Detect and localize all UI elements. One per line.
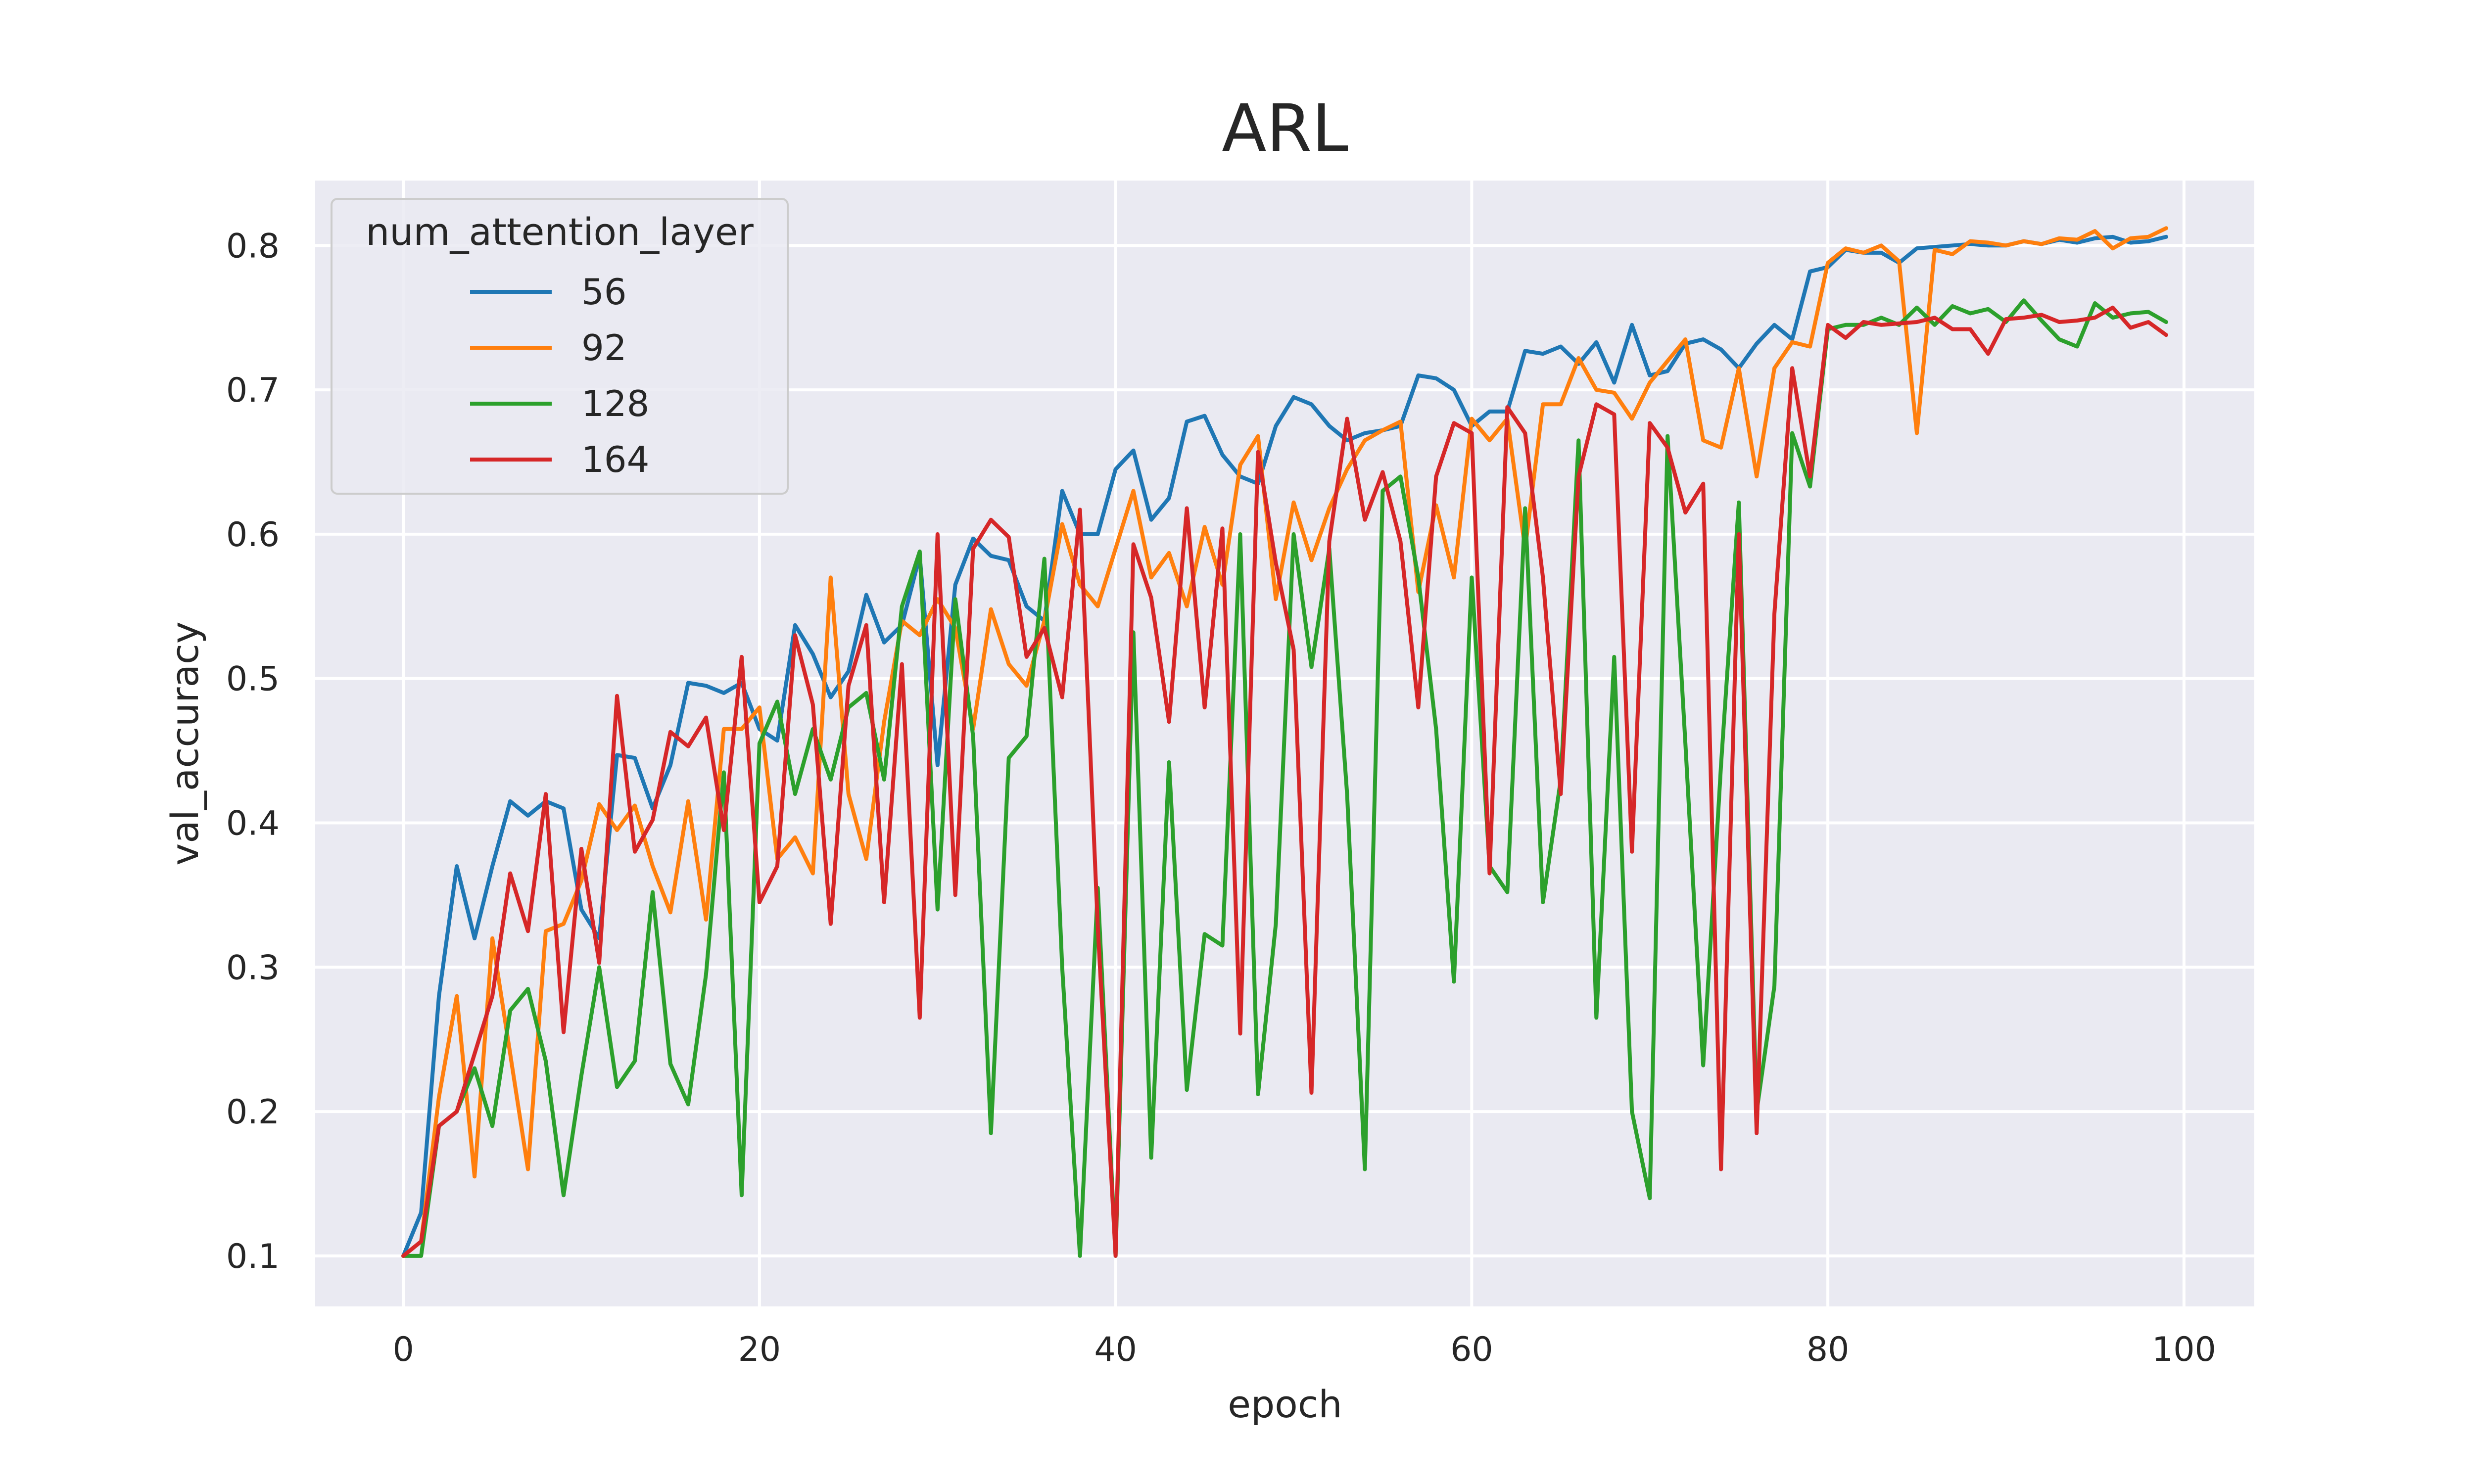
x-tick-label: 20 <box>738 1330 781 1369</box>
series-line-128 <box>401 298 2168 1258</box>
y-tick-label: 0.3 <box>226 948 280 987</box>
y-tick-label: 0.4 <box>226 804 280 843</box>
x-tick-label: 40 <box>1094 1330 1137 1369</box>
y-tick-label: 0.1 <box>226 1237 280 1276</box>
x-tick-label: 80 <box>1807 1330 1850 1369</box>
y-tick-label: 0.5 <box>226 660 280 699</box>
x-tick-label: 100 <box>2152 1330 2216 1369</box>
series-line-164 <box>401 305 2168 1258</box>
series-lines <box>401 226 2168 1258</box>
legend: num_attention_layer 56 92 128 164 <box>331 198 789 495</box>
legend-label-92: 92 <box>581 327 627 369</box>
series-line-56 <box>401 234 2168 1258</box>
legend-label-128: 128 <box>581 383 649 424</box>
series-line-92 <box>401 226 2168 1258</box>
x-tick-label: 0 <box>393 1330 414 1369</box>
grid <box>315 181 2254 1306</box>
legend-box <box>331 198 789 495</box>
tick-labels: 0 20 40 60 80 100 0.1 0.2 0.3 0.4 0.5 0.6 0.7 0.8 <box>226 227 2216 1369</box>
y-tick-label: 0.2 <box>226 1093 280 1132</box>
y-axis-label: val_accuracy <box>163 621 207 866</box>
chart-title: ARL <box>1222 91 1348 167</box>
y-tick-label: 0.7 <box>226 371 280 410</box>
x-tick-label: 60 <box>1450 1330 1493 1369</box>
legend-title: num_attention_layer <box>366 210 754 254</box>
x-axis-label: epoch <box>1228 1382 1342 1426</box>
legend-label-56: 56 <box>581 271 627 313</box>
legend-label-164: 164 <box>581 439 649 480</box>
y-tick-label: 0.8 <box>226 227 280 266</box>
y-tick-label: 0.6 <box>226 515 280 555</box>
